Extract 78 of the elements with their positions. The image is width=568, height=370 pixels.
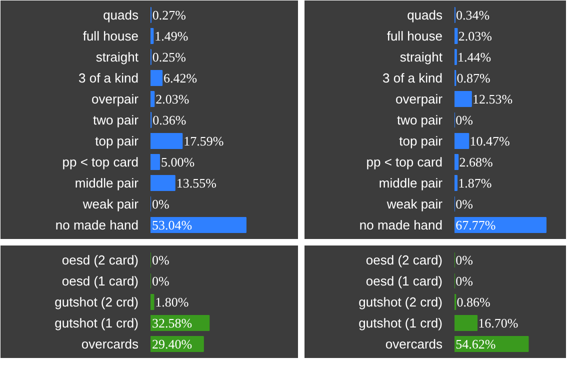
- data-label: 0%: [456, 274, 474, 288]
- data-label: 0.25%: [152, 50, 186, 64]
- data-label: 0%: [456, 252, 474, 268]
- data-label: 6.42%: [163, 70, 198, 86]
- data-label: 0.86%: [456, 294, 490, 310]
- y-tick-label: overpair: [396, 92, 444, 106]
- y-tick-label: quads: [103, 8, 139, 22]
- data-label: 2.03%: [156, 92, 190, 106]
- data-label: 0.36%: [152, 112, 186, 128]
- y-tick-label: 3 of a kind: [382, 70, 443, 86]
- bar: [454, 154, 459, 170]
- bar: [150, 174, 176, 192]
- y-tick-label: two pair: [92, 112, 140, 128]
- bar: [454, 132, 470, 150]
- data-label: 1.44%: [458, 50, 492, 64]
- y-tick-label: pp < top card: [62, 154, 138, 170]
- bar: [454, 174, 458, 192]
- bar: [454, 90, 472, 108]
- bar: [454, 216, 546, 234]
- bar: [150, 154, 160, 170]
- y-tick-label: two pair: [396, 112, 444, 128]
- data-label: 54.62%: [456, 336, 496, 352]
- bar: [150, 70, 163, 86]
- data-label: 1.80%: [155, 294, 189, 310]
- y-tick-label: oesd (2 card): [366, 252, 443, 268]
- data-label: 2.03%: [458, 28, 492, 44]
- data-label: 53.04%: [152, 218, 192, 232]
- y-tick-label: 3 of a kind: [78, 70, 139, 86]
- y-tick-label: oesd (1 card): [62, 274, 139, 288]
- y-tick-label: straight: [400, 50, 443, 64]
- data-label: 0%: [152, 196, 170, 212]
- y-tick-label: quads: [407, 8, 443, 22]
- y-tick-label: full house: [386, 28, 443, 44]
- y-tick-label: overpair: [92, 92, 140, 106]
- bar: [150, 294, 154, 310]
- y-tick-label: top pair: [95, 134, 140, 148]
- data-label: 17.59%: [184, 134, 224, 148]
- y-tick-label: gutshot (2 crd): [358, 294, 443, 310]
- data-label: 0.27%: [152, 8, 186, 22]
- data-label: 29.40%: [152, 336, 192, 352]
- data-label: 32.58%: [152, 316, 192, 330]
- y-tick-label: middle pair: [378, 176, 444, 190]
- data-label: 0%: [456, 196, 474, 212]
- bar: [150, 132, 183, 150]
- data-label: 16.70%: [478, 316, 518, 330]
- data-label: 67.77%: [456, 218, 496, 232]
- y-tick-label: top pair: [399, 134, 444, 148]
- bar: [454, 314, 478, 332]
- y-tick-label: gutshot (1 crd): [54, 316, 139, 330]
- y-tick-label: overcards: [81, 336, 139, 352]
- bar: [454, 28, 458, 44]
- data-label: 1.87%: [458, 176, 492, 190]
- data-label: 10.47%: [470, 134, 510, 148]
- data-label: 12.53%: [472, 92, 513, 106]
- bar: [150, 90, 155, 108]
- y-tick-label: full house: [82, 28, 139, 44]
- y-tick-label: straight: [96, 50, 139, 64]
- y-tick-label: oesd (1 card): [366, 274, 443, 288]
- y-tick-label: pp < top card: [366, 154, 442, 170]
- data-label: 0.34%: [456, 8, 490, 22]
- y-tick-label: no made hand: [55, 218, 138, 232]
- y-tick-label: oesd (2 card): [62, 252, 139, 268]
- y-tick-label: overcards: [385, 336, 443, 352]
- y-tick-label: middle pair: [74, 176, 140, 190]
- y-tick-label: weak pair: [82, 196, 140, 212]
- y-tick-label: weak pair: [386, 196, 444, 212]
- data-label: 0%: [152, 252, 170, 268]
- data-label: 0%: [456, 112, 474, 128]
- data-label: 0%: [152, 274, 170, 288]
- data-label: 2.68%: [459, 154, 493, 170]
- data-label: 1.49%: [154, 28, 188, 44]
- y-tick-label: no made hand: [359, 218, 442, 232]
- data-label: 5.00%: [160, 154, 195, 170]
- bar: [150, 28, 154, 44]
- y-tick-label: gutshot (2 crd): [54, 294, 139, 310]
- data-label: 13.55%: [176, 176, 217, 190]
- y-tick-label: gutshot (1 crd): [358, 316, 443, 330]
- data-label: 0.87%: [456, 70, 491, 86]
